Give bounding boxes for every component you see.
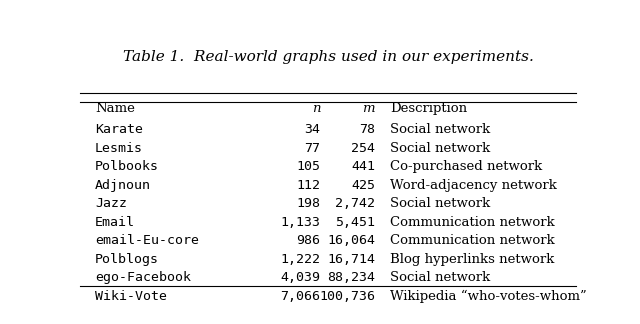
- Text: Wikipedia “who-votes-whom”: Wikipedia “who-votes-whom”: [390, 289, 587, 303]
- Text: Email: Email: [95, 216, 135, 229]
- Text: 78: 78: [359, 123, 375, 136]
- Text: 34: 34: [305, 123, 321, 136]
- Text: 1,222: 1,222: [280, 253, 321, 266]
- Text: Adjnoun: Adjnoun: [95, 179, 151, 192]
- Text: Blog hyperlinks network: Blog hyperlinks network: [390, 253, 554, 266]
- Text: m: m: [362, 102, 375, 115]
- Text: 16,714: 16,714: [327, 253, 375, 266]
- Text: n: n: [312, 102, 321, 115]
- Text: Wiki-Vote: Wiki-Vote: [95, 290, 167, 303]
- Text: Jazz: Jazz: [95, 197, 127, 210]
- Text: Communication network: Communication network: [390, 234, 555, 247]
- Text: 88,234: 88,234: [327, 271, 375, 284]
- Text: 77: 77: [305, 142, 321, 155]
- Text: Word-adjacency network: Word-adjacency network: [390, 179, 557, 192]
- Text: 986: 986: [296, 234, 321, 247]
- Text: 4,039: 4,039: [280, 271, 321, 284]
- Text: 2,742: 2,742: [335, 197, 375, 210]
- Text: Social network: Social network: [390, 142, 490, 155]
- Text: 16,064: 16,064: [327, 234, 375, 247]
- Text: 5,451: 5,451: [335, 216, 375, 229]
- Text: Polblogs: Polblogs: [95, 253, 159, 266]
- Text: Lesmis: Lesmis: [95, 142, 143, 155]
- Text: email-Eu-core: email-Eu-core: [95, 234, 199, 247]
- Text: 198: 198: [296, 197, 321, 210]
- Text: 441: 441: [351, 160, 375, 173]
- Text: ego-Facebook: ego-Facebook: [95, 271, 191, 284]
- Text: 112: 112: [296, 179, 321, 192]
- Text: Social network: Social network: [390, 271, 490, 284]
- Text: 425: 425: [351, 179, 375, 192]
- Text: 100,736: 100,736: [319, 290, 375, 303]
- Text: Table 1.  Real-world graphs used in our experiments.: Table 1. Real-world graphs used in our e…: [123, 50, 533, 64]
- Text: Karate: Karate: [95, 123, 143, 136]
- Text: 254: 254: [351, 142, 375, 155]
- Text: 105: 105: [296, 160, 321, 173]
- Text: Description: Description: [390, 102, 467, 115]
- Text: 1,133: 1,133: [280, 216, 321, 229]
- Text: Co-purchased network: Co-purchased network: [390, 160, 542, 173]
- Text: Communication network: Communication network: [390, 216, 555, 229]
- Text: 7,066: 7,066: [280, 290, 321, 303]
- Text: Name: Name: [95, 102, 135, 115]
- Text: Polbooks: Polbooks: [95, 160, 159, 173]
- Text: Social network: Social network: [390, 123, 490, 136]
- Text: Social network: Social network: [390, 197, 490, 210]
